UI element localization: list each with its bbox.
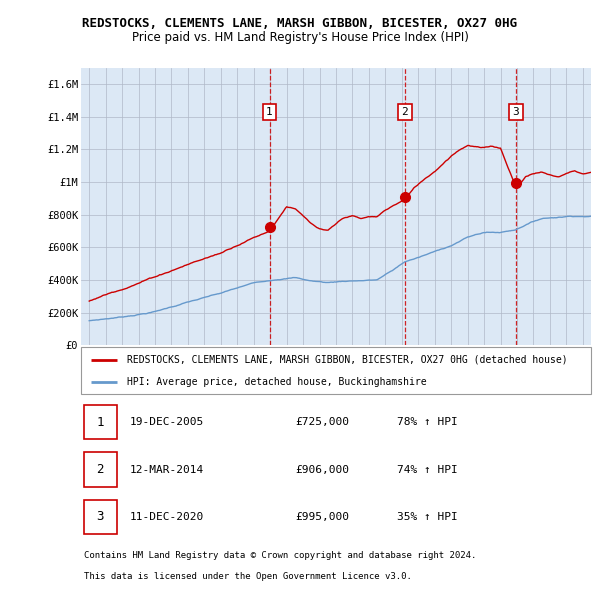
- Text: 2: 2: [97, 463, 104, 476]
- Text: 3: 3: [512, 107, 520, 117]
- Text: 3: 3: [97, 510, 104, 523]
- FancyBboxPatch shape: [83, 405, 116, 440]
- Text: 11-DEC-2020: 11-DEC-2020: [130, 512, 204, 522]
- Text: 2: 2: [401, 107, 409, 117]
- Text: Price paid vs. HM Land Registry's House Price Index (HPI): Price paid vs. HM Land Registry's House …: [131, 31, 469, 44]
- FancyBboxPatch shape: [83, 500, 116, 534]
- Text: 78% ↑ HPI: 78% ↑ HPI: [397, 417, 458, 427]
- Text: Contains HM Land Registry data © Crown copyright and database right 2024.: Contains HM Land Registry data © Crown c…: [83, 550, 476, 560]
- Text: This data is licensed under the Open Government Licence v3.0.: This data is licensed under the Open Gov…: [83, 572, 412, 581]
- Text: REDSTOCKS, CLEMENTS LANE, MARSH GIBBON, BICESTER, OX27 0HG (detached house): REDSTOCKS, CLEMENTS LANE, MARSH GIBBON, …: [127, 355, 568, 365]
- FancyBboxPatch shape: [81, 347, 591, 394]
- Text: REDSTOCKS, CLEMENTS LANE, MARSH GIBBON, BICESTER, OX27 0HG: REDSTOCKS, CLEMENTS LANE, MARSH GIBBON, …: [83, 17, 517, 30]
- Text: 19-DEC-2005: 19-DEC-2005: [130, 417, 204, 427]
- Text: HPI: Average price, detached house, Buckinghamshire: HPI: Average price, detached house, Buck…: [127, 377, 427, 387]
- Text: 12-MAR-2014: 12-MAR-2014: [130, 464, 204, 474]
- Text: 1: 1: [266, 107, 273, 117]
- Text: £725,000: £725,000: [295, 417, 349, 427]
- Text: 35% ↑ HPI: 35% ↑ HPI: [397, 512, 458, 522]
- Text: £906,000: £906,000: [295, 464, 349, 474]
- Text: £995,000: £995,000: [295, 512, 349, 522]
- FancyBboxPatch shape: [83, 453, 116, 487]
- Text: 74% ↑ HPI: 74% ↑ HPI: [397, 464, 458, 474]
- Text: 1: 1: [97, 416, 104, 429]
